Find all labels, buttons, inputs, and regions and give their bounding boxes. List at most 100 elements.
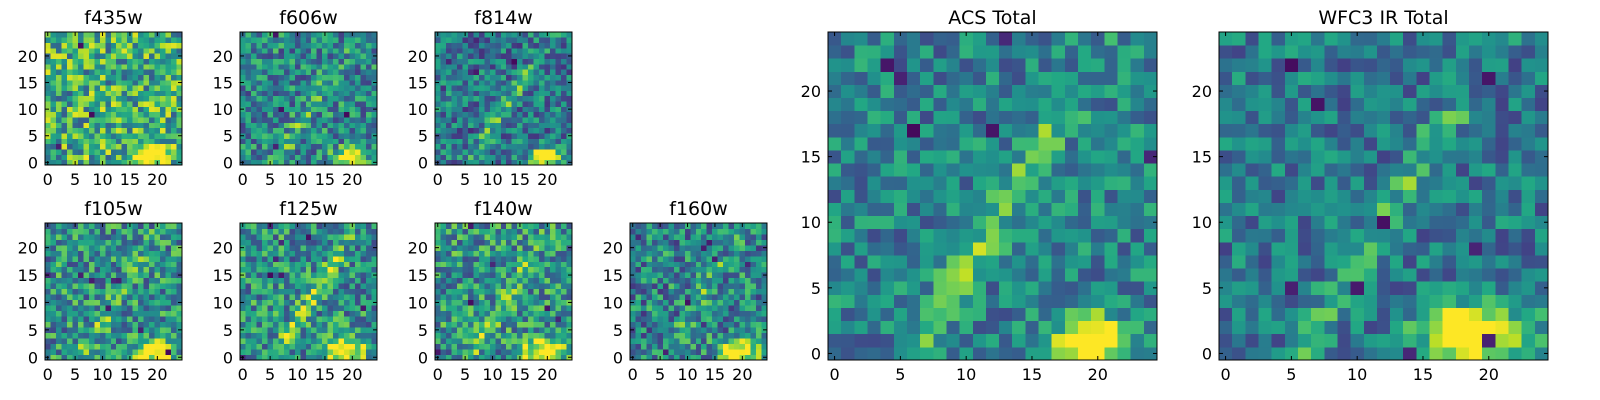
heatmap-cell [267,106,274,113]
heatmap-cell [756,288,762,295]
heatmap-cell [333,316,340,323]
heatmap-cell [478,250,485,257]
heatmap-cell [1051,241,1066,256]
heatmap-cell [305,299,312,306]
heatmap-cell [171,310,177,317]
heatmap-cell [522,277,529,284]
heatmap-cell [55,122,62,129]
heatmap-cell [473,321,480,328]
heatmap-cell [154,277,161,284]
heatmap-cell [316,106,323,113]
heatmap-cell [45,255,51,262]
heatmap-cell [316,122,323,129]
heatmap-cell [893,228,908,243]
heatmap-cell [528,85,535,91]
heatmap-cell [355,288,361,295]
heatmap-cell [176,223,183,229]
heatmap-cell [349,332,356,339]
heatmap-cell [473,74,480,81]
heatmap-cell [278,69,285,75]
heatmap-cell [94,53,101,59]
heatmap-cell [338,349,345,355]
heatmap-cell [728,332,735,339]
y-tick-label: 0 [223,348,233,367]
heatmap-cell [528,53,535,59]
heatmap-cell [327,95,334,102]
heatmap-cell [635,244,642,251]
heatmap-cell [355,69,361,75]
heatmap-cell [83,233,90,240]
heatmap-cell [160,111,166,118]
heatmap-cell [77,343,84,350]
heatmap-cell [149,316,155,323]
heatmap-cell [289,299,296,306]
heatmap-cell [473,154,480,161]
heatmap-cell [272,272,279,279]
heatmap-cell [99,255,106,262]
heatmap-cell [55,79,62,86]
heatmap-cell [445,299,452,306]
heatmap-cell [630,321,636,328]
heatmap-cell [695,277,702,284]
heatmap-cell [1091,307,1105,322]
heatmap-cell [94,95,101,102]
heatmap-cell [561,154,567,161]
heatmap-cell [322,85,329,91]
heatmap-cell [267,332,274,339]
heatmap-cell [528,143,535,150]
heatmap-cell [322,133,329,139]
heatmap-cell [305,138,312,145]
heatmap-cell [445,294,452,301]
heatmap-cell [250,138,257,145]
heatmap-cell [240,283,246,290]
x-tick-label: 0 [43,365,53,384]
heatmap-cell [506,37,513,44]
heatmap-cell [272,277,279,284]
heatmap-cell [311,111,318,118]
heatmap-cell [272,343,279,350]
heatmap-cell [110,332,117,339]
heatmap-cell [467,239,474,246]
heatmap-cell [88,272,95,279]
heatmap-cell [267,321,274,328]
heatmap-cell [668,250,675,257]
heatmap-cell [712,239,719,246]
heatmap-cell [171,239,177,246]
heatmap-cell [116,244,123,251]
heatmap-cell [728,239,735,246]
heatmap-cell [45,228,51,235]
heatmap-cell [278,332,285,339]
heatmap-cell [105,349,112,355]
heatmap-cell [344,316,350,323]
heatmap-cell [245,261,252,268]
heatmap-cell [77,47,84,54]
heatmap-cell [550,239,556,246]
heatmap-cell [132,310,139,317]
heatmap-cell [66,244,73,251]
heatmap-cell [311,255,318,262]
heatmap-cell [327,79,334,86]
heatmap-cell [256,106,263,113]
heatmap-cell [333,154,340,161]
heatmap-cell [473,310,480,317]
heatmap-cell [132,74,139,81]
heatmap-cell [561,47,567,54]
heatmap-cell [272,111,279,118]
heatmap-cell [495,69,502,75]
heatmap-cell [250,223,257,229]
heatmap-cell [344,272,350,279]
heatmap-cell [456,154,463,161]
heatmap-cell [267,338,274,344]
heatmap-cell [176,111,183,118]
heatmap-cell [435,69,441,75]
heatmap-cell [176,127,183,134]
heatmap-cell [706,327,713,333]
heatmap-cell [456,58,463,65]
heatmap-cell [511,255,518,262]
heatmap-cell [245,316,252,323]
heatmap-cell [484,299,491,306]
heatmap-cell [489,127,496,134]
heatmap-cell [116,143,123,150]
heatmap-cell [77,143,84,150]
heatmap-cell [544,228,551,235]
